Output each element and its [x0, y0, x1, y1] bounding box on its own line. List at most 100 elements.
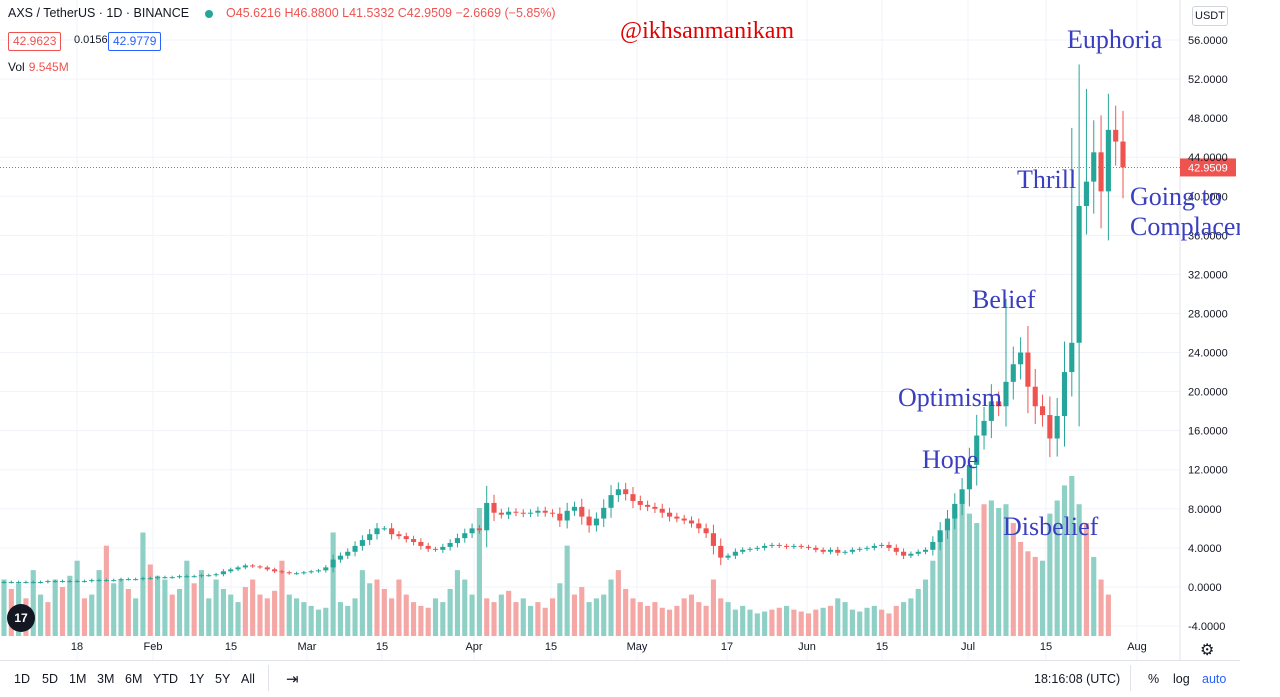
- date-range-icon[interactable]: ⇥: [286, 671, 299, 688]
- candle-body: [930, 542, 936, 550]
- range-button-ytd[interactable]: YTD: [153, 672, 178, 686]
- candle-body: [352, 545, 358, 552]
- candle-body: [1069, 342, 1075, 373]
- candle-body: [1, 582, 7, 584]
- volume-bar: [1091, 556, 1097, 636]
- volume-bar: [791, 609, 797, 636]
- volume-bar: [81, 598, 88, 636]
- volume-legend: Vol 9.545M: [8, 60, 69, 74]
- volume-bar: [169, 594, 175, 636]
- volume-bar: [901, 602, 907, 636]
- candle-body: [1032, 386, 1038, 407]
- volume-bar: [930, 560, 936, 636]
- volume-bar: [1054, 500, 1060, 636]
- candle-body: [206, 575, 212, 577]
- candle-body: [389, 528, 395, 535]
- volume-bar: [184, 560, 190, 636]
- range-button-1d[interactable]: 1D: [14, 672, 30, 686]
- volume-bar: [506, 590, 512, 636]
- range-button-5y[interactable]: 5Y: [215, 672, 231, 686]
- volume-bar: [89, 594, 95, 636]
- volume-bar: [1032, 556, 1038, 636]
- candle-body: [849, 549, 855, 552]
- range-button-5d[interactable]: 5D: [42, 672, 58, 686]
- candle-body: [579, 506, 585, 517]
- candle-body: [242, 565, 248, 568]
- candle-body: [732, 551, 738, 556]
- candle-body: [784, 545, 790, 547]
- currency-button[interactable]: USDT: [1192, 6, 1228, 26]
- candle-body: [915, 551, 921, 554]
- volume-bar: [38, 594, 44, 636]
- utc-clock[interactable]: 18:16:08 (UTC): [1034, 672, 1121, 686]
- candle-body: [805, 546, 812, 548]
- percent-scale-toggle[interactable]: %: [1148, 672, 1160, 686]
- candle-body: [528, 512, 534, 514]
- volume-bar: [893, 605, 899, 636]
- candle-body: [586, 516, 592, 526]
- volume-bar: [45, 602, 51, 636]
- bid-price-button[interactable]: 42.9623: [8, 32, 62, 51]
- range-button-1m[interactable]: 1M: [69, 672, 87, 686]
- gear-icon[interactable]: ⚙: [1200, 642, 1215, 659]
- price-tick-label: 44.0000: [1188, 152, 1228, 164]
- candle-body: [491, 502, 497, 513]
- volume-bar: [118, 579, 124, 636]
- volume-bar: [147, 564, 153, 636]
- price-tick-label: 20.0000: [1188, 387, 1228, 399]
- phase-annotations: Euphoria Thrill Going toComplacency Belief O…: [898, 25, 1240, 541]
- candle-body: [1098, 152, 1104, 192]
- candle-body: [396, 534, 402, 537]
- auto-scale-toggle[interactable]: auto: [1202, 672, 1227, 686]
- volume-bar: [1105, 594, 1111, 636]
- candle-body: [89, 580, 95, 582]
- ask-price-button[interactable]: 42.9779: [108, 32, 162, 51]
- candle-body: [52, 581, 58, 583]
- log-scale-toggle[interactable]: log: [1173, 672, 1190, 686]
- candle-body: [1076, 206, 1082, 343]
- candle-body: [718, 545, 724, 558]
- volume-bar: [549, 598, 556, 636]
- volume-bar: [513, 602, 519, 636]
- volume-bar: [579, 587, 585, 636]
- candle-body: [549, 512, 556, 514]
- volume-bar: [279, 560, 285, 636]
- candle-body: [1061, 372, 1068, 417]
- volume-bar: [389, 598, 395, 636]
- volume-bar: [220, 588, 226, 636]
- range-button-6m[interactable]: 6M: [125, 672, 143, 686]
- volume-bar: [96, 570, 102, 636]
- candle-body: [813, 547, 819, 550]
- price-chart[interactable]: 42.9509 56.0000 52.0000 48.0000 44.0000 40.0…: [0, 0, 1240, 660]
- symbol-legend: AXS / TetherUS · 1D · BINANCE O45.6216 H…: [8, 6, 556, 20]
- volume-bar: [601, 594, 607, 636]
- tradingview-logo-icon[interactable]: 17: [7, 604, 35, 632]
- candle-body: [337, 555, 343, 560]
- volume-bar: [542, 607, 548, 636]
- volume-bar: [922, 579, 929, 636]
- candle-body: [447, 542, 453, 547]
- volume-bar: [747, 609, 753, 636]
- volume-bar: [915, 588, 921, 636]
- volume-bar: [1025, 551, 1031, 636]
- candle-body: [301, 572, 307, 574]
- candle-body: [198, 575, 205, 577]
- range-button-3m[interactable]: 3M: [97, 672, 115, 686]
- candle-body: [681, 518, 687, 521]
- candle-body: [944, 518, 951, 531]
- candle-body: [1120, 141, 1126, 168]
- time-tick-label: 15: [376, 641, 388, 653]
- time-tick-label: May: [627, 641, 648, 653]
- candle-body: [513, 511, 519, 513]
- range-button-all[interactable]: All: [241, 672, 255, 686]
- volume-bar: [454, 570, 461, 636]
- candle-body: [476, 528, 482, 531]
- candle-body: [257, 566, 263, 568]
- symbol-title[interactable]: AXS / TetherUS · 1D · BINANCE: [8, 6, 190, 20]
- candle-body: [652, 506, 658, 509]
- volume-bar: [776, 607, 782, 636]
- volume-bar: [886, 613, 892, 636]
- volume-bar: [645, 605, 651, 636]
- range-button-1y[interactable]: 1Y: [189, 672, 205, 686]
- time-tick-label: Jun: [798, 641, 816, 653]
